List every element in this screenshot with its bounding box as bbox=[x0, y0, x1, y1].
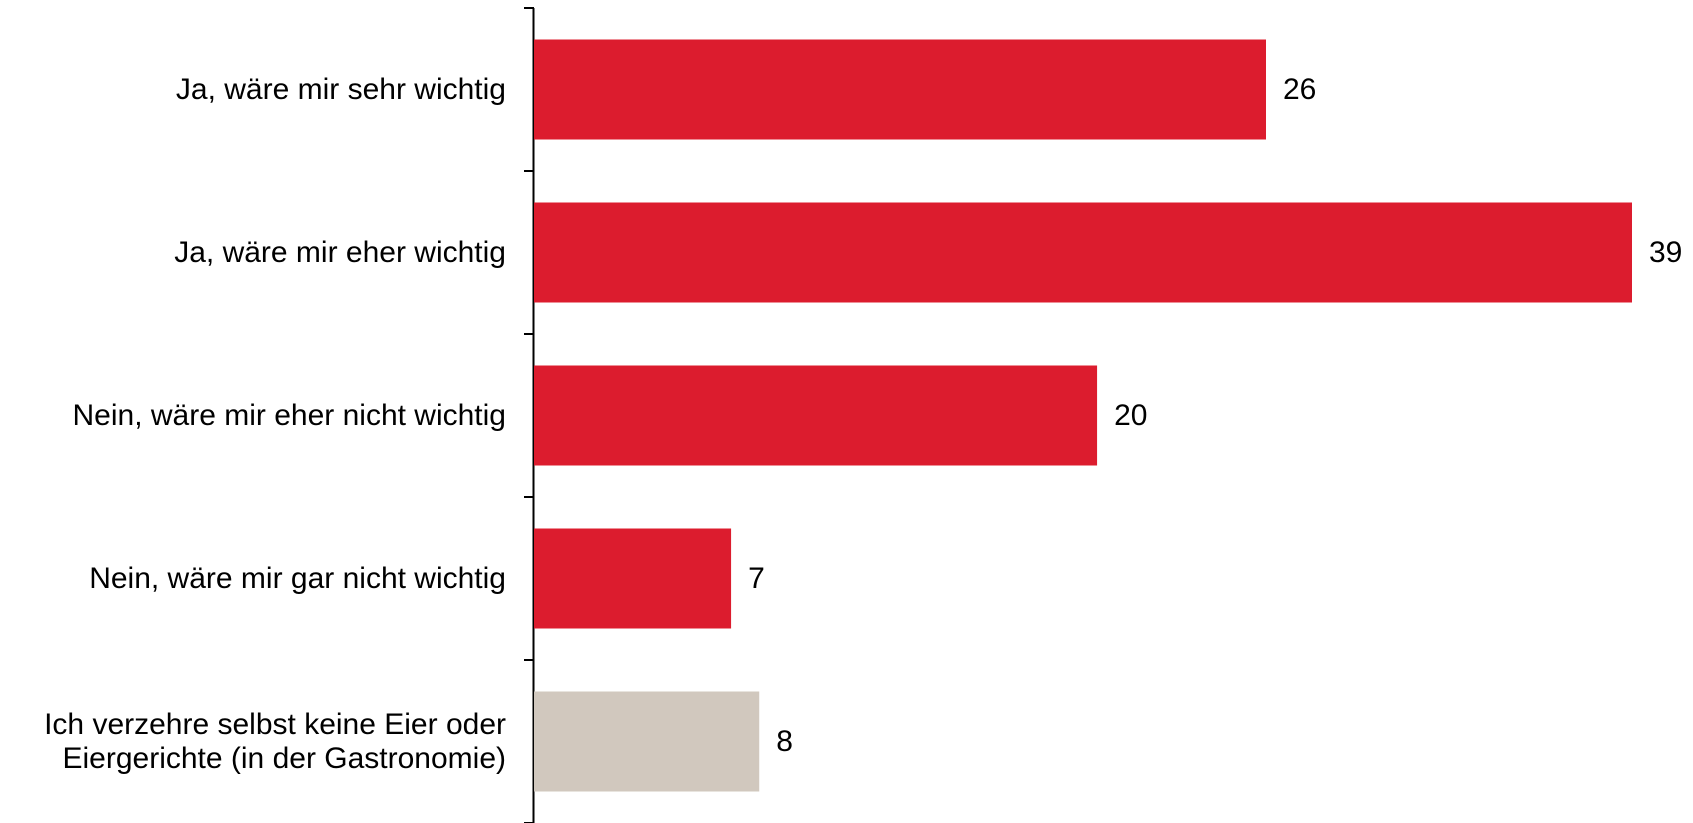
bar bbox=[534, 691, 760, 792]
category-label-line: Ja, wäre mir sehr wichtig bbox=[176, 73, 506, 106]
data-label: 8 bbox=[776, 725, 793, 758]
category-label: Ja, wäre mir sehr wichtig bbox=[176, 73, 506, 106]
bars-group bbox=[534, 39, 1632, 792]
data-label: 26 bbox=[1283, 73, 1316, 106]
category-label: Ich verzehre selbst keine Eier oder Eierg… bbox=[44, 708, 506, 775]
bar bbox=[534, 39, 1266, 140]
data-label: 7 bbox=[748, 562, 765, 595]
category-label: Nein, wäre mir gar nicht wichtig bbox=[89, 562, 506, 595]
bar bbox=[534, 202, 1632, 303]
category-labels: Ja, wäre mir sehr wichtig Ja, wäre mir eh… bbox=[44, 73, 506, 775]
value-labels: 26 39 20 7 8 bbox=[748, 73, 1682, 758]
category-label: Ja, wäre mir eher wichtig bbox=[174, 236, 506, 269]
category-label-line: Nein, wäre mir gar nicht wichtig bbox=[89, 562, 506, 595]
category-label-line: Ich verzehre selbst keine Eier oder bbox=[44, 708, 506, 741]
bar bbox=[534, 365, 1098, 466]
data-label: 39 bbox=[1649, 236, 1682, 269]
category-label-line: Nein, wäre mir eher nicht wichtig bbox=[73, 399, 507, 432]
y-axis-ticks bbox=[524, 7, 534, 823]
category-label-line: Ja, wäre mir eher wichtig bbox=[174, 236, 506, 269]
category-label: Nein, wäre mir eher nicht wichtig bbox=[73, 399, 507, 432]
category-label-line: Eiergerichte (in der Gastronomie) bbox=[62, 742, 506, 775]
data-label: 20 bbox=[1114, 399, 1147, 432]
bar bbox=[534, 528, 732, 629]
